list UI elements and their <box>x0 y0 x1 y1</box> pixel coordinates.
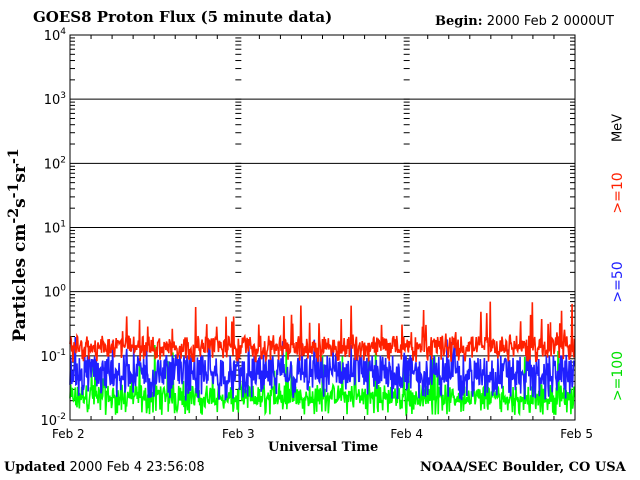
updated-stamp: Updated 2000 Feb 4 23:56:08 <box>4 460 205 475</box>
y-tick-label: 100 <box>44 284 67 301</box>
y-tick-label: 101 <box>44 220 66 237</box>
y-tick-label: 10-2 <box>40 412 66 429</box>
y-tick-label: 104 <box>44 27 67 44</box>
series-label-ge100: >=100 <box>610 350 626 402</box>
x-tick-label: Feb 4 <box>390 427 423 441</box>
credit: NOAA/SEC Boulder, CO USA <box>420 460 626 475</box>
updated-label: Updated <box>4 460 66 475</box>
y-tick-label: 10-1 <box>40 348 66 365</box>
begin-label: Begin: <box>435 14 483 29</box>
series-label-ge10: >=10 <box>610 172 626 214</box>
updated-value: 2000 Feb 4 23:56:08 <box>69 460 205 475</box>
plot-frame-top <box>69 34 576 421</box>
unit-label: MeV <box>610 113 626 143</box>
x-tick-label: Feb 5 <box>560 427 593 441</box>
series-line-ge50 <box>69 336 576 401</box>
x-tick-label: Feb 3 <box>222 427 255 441</box>
y-axis-label: Particles cm-2s-1sr-1 <box>6 148 30 342</box>
chart-title: GOES8 Proton Flux (5 minute data) <box>33 8 333 26</box>
begin-time: Begin: 2000 Feb 2 0000UT <box>435 14 614 29</box>
y-tick-label: 102 <box>44 155 66 172</box>
x-axis-label: Universal Time <box>268 440 379 455</box>
y-tick-label: 103 <box>44 91 66 108</box>
begin-value: 2000 Feb 2 0000UT <box>486 14 614 29</box>
series-label-ge50: >=50 <box>610 261 626 303</box>
series-line-ge10 <box>69 301 576 363</box>
x-tick-label: Feb 2 <box>52 427 85 441</box>
